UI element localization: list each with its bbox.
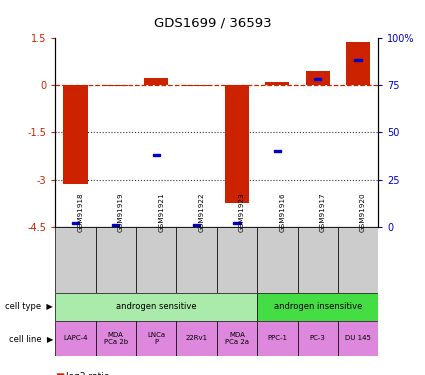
Text: GSM91922: GSM91922 [198,192,204,232]
Bar [298,321,338,356]
Text: 22Rv1: 22Rv1 [185,335,208,341]
Bar [225,85,249,203]
Bar [63,85,88,184]
Bar [104,85,128,86]
Bar [176,227,217,292]
Text: ■: ■ [55,372,65,375]
Bar [136,227,176,292]
Bar [112,224,119,226]
Bar [55,292,257,321]
Bar [298,227,338,292]
Bar [176,321,217,356]
Bar [354,59,362,61]
Bar [153,154,160,156]
Text: GSM91919: GSM91919 [118,192,124,232]
Text: LAPC-4: LAPC-4 [63,335,88,341]
Bar [217,227,257,292]
Bar [55,321,96,356]
Bar [144,78,168,85]
Text: GDS1699 / 36593: GDS1699 / 36593 [154,17,271,30]
Text: GSM91920: GSM91920 [360,192,366,232]
Text: LNCa
P: LNCa P [147,332,165,345]
Bar [55,227,96,292]
Text: PPC-1: PPC-1 [267,335,287,341]
Bar [193,224,200,226]
Text: MDA
PCa 2a: MDA PCa 2a [225,332,249,345]
Text: cell type  ▶: cell type ▶ [5,302,53,311]
Bar [257,321,298,356]
Bar [314,78,321,80]
Text: PC-3: PC-3 [310,335,326,341]
Text: GSM91918: GSM91918 [77,192,83,232]
Bar [96,227,136,292]
Bar [274,150,281,152]
Bar [346,42,370,85]
Text: MDA
PCa 2b: MDA PCa 2b [104,332,128,345]
Text: GSM91916: GSM91916 [279,192,285,232]
Bar [338,227,378,292]
Text: androgen sensitive: androgen sensitive [116,302,196,311]
Bar [257,292,378,321]
Bar [257,227,298,292]
Bar [338,321,378,356]
Bar [72,222,79,224]
Bar [96,321,136,356]
Text: GSM91921: GSM91921 [158,192,164,232]
Text: GSM91917: GSM91917 [320,192,326,232]
Bar [233,222,241,224]
Text: GSM91923: GSM91923 [239,192,245,232]
Bar [306,70,330,85]
Bar [217,321,257,356]
Text: androgen insensitive: androgen insensitive [274,302,362,311]
Text: log2 ratio: log2 ratio [66,372,109,375]
Text: cell line  ▶: cell line ▶ [9,334,53,343]
Text: DU 145: DU 145 [345,335,371,341]
Bar [184,85,209,86]
Bar [265,82,289,85]
Bar [136,321,176,356]
